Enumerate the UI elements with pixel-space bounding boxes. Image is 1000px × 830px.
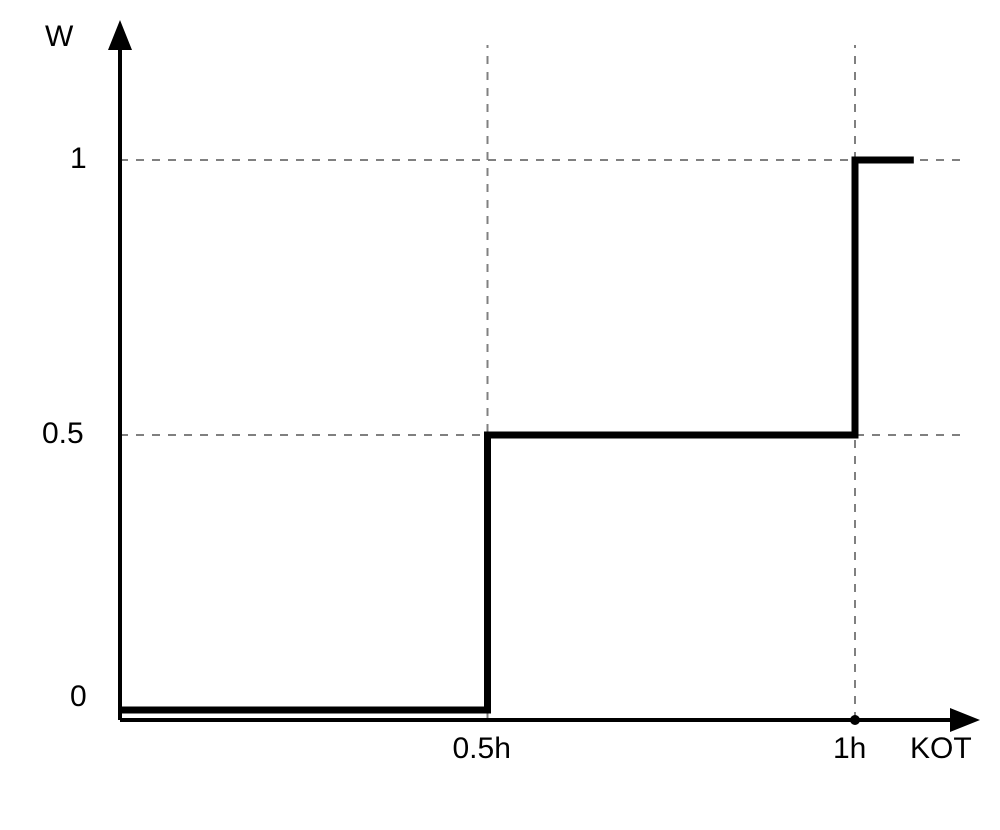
step-chart: W KOT 0 0.5 1 0.5h 1h <box>0 0 1000 830</box>
y-axis-title: W <box>45 20 73 54</box>
y-tick-label-0: 0 <box>70 680 87 714</box>
x-axis-title: KOT <box>910 732 972 766</box>
chart-svg <box>0 0 1000 830</box>
y-tick-label-0-5: 0.5 <box>42 417 84 451</box>
y-tick-label-1: 1 <box>70 142 87 176</box>
x-tick-label-0-5h: 0.5h <box>453 732 511 766</box>
x-tick-label-1h: 1h <box>833 732 866 766</box>
